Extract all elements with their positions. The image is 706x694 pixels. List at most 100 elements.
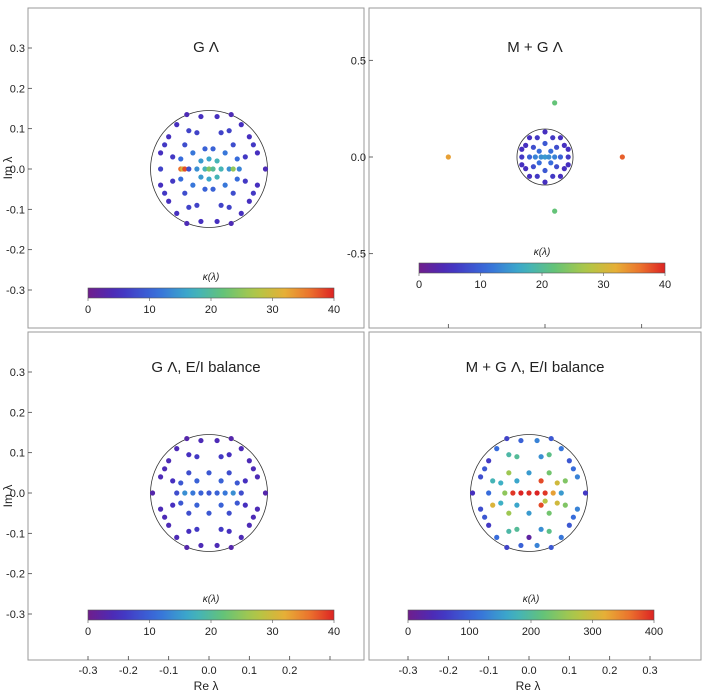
eigenvalue-point [194,478,200,484]
eigenvalue-point [558,446,564,452]
eigenvalue-point [534,135,540,141]
eigenvalue-point [198,490,204,496]
eigenvalue-point [162,466,168,472]
eigenvalue-point [202,186,208,192]
eigenvalue-point [184,220,190,227]
eigenvalue-point [214,542,220,549]
eigenvalue-point [218,130,224,136]
eigenvalue-point [570,514,576,520]
colorbar-tick-label: 20 [205,304,217,316]
eigenvalue-point [230,142,236,148]
x-tick-label: 0.1 [242,665,257,677]
eigenvalue-point [162,514,168,520]
eigenvalue-point [222,490,228,496]
eigenvalue-point [506,470,512,476]
eigenvalue-point [194,526,200,532]
eigenvalue-point [486,490,492,496]
eigenvalue-point [158,474,164,480]
eigenvalue-point [218,454,224,460]
eigenvalue-point [194,130,200,136]
colorbar-tick-label: 10 [143,626,155,638]
eigenvalue-point [519,162,525,168]
y-tick-label: 0.0 [10,488,25,500]
eigenvalue-point [506,452,512,458]
eigenvalue-point [238,210,244,216]
eigenvalue-point [565,162,571,168]
eigenvalue-point [478,474,484,480]
eigenvalue-point [504,435,510,442]
eigenvalue-point [546,154,552,160]
colorbar-tick-label: 300 [583,626,601,638]
eigenvalue-point [178,480,184,486]
eigenvalue-point [226,204,232,210]
x-tick-label: -0.2 [439,665,458,677]
eigenvalue-point [534,173,540,179]
eigenvalue-point [548,544,554,551]
eigenvalue-point [558,534,564,540]
x-tick-label: -0.1 [479,665,498,677]
eigenvalue-point [170,502,176,508]
eigenvalue-point [554,480,560,486]
eigenvalue-point [546,452,552,458]
x-tick-label: 0.2 [602,665,617,677]
y-tick-label: -0.3 [6,609,25,621]
eigenvalue-point [523,166,529,172]
x-tick-label: -0.3 [79,665,98,677]
eigenvalue-point [534,437,540,444]
y-tick-label: 0.1 [10,448,25,460]
eigenvalue-point [238,122,244,128]
eigenvalue-point [542,129,548,135]
eigenvalue-point [190,182,196,188]
eigenvalue-point [182,166,188,172]
eigenvalue-point [218,166,224,172]
eigenvalue-point [554,164,560,170]
eigenvalue-point [542,179,548,185]
eigenvalue-point [226,452,232,458]
eigenvalue-point [538,454,544,460]
eigenvalue-point [514,526,520,532]
eigenvalue-point [210,146,216,152]
eigenvalue-point [202,166,208,172]
eigenvalue-point [254,150,260,156]
eigenvalue-point [194,454,200,460]
eigenvalue-point [502,490,508,496]
eigenvalue-point [565,146,571,152]
eigenvalue-point [218,478,224,484]
eigenvalue-point [242,478,248,484]
y-tick-label: 0.3 [10,367,25,379]
eigenvalue-point [186,166,192,172]
panel-title: M + G Λ [507,39,562,56]
eigenvalue-point [174,534,180,540]
eigenvalue-point [498,480,504,486]
eigenvalue-point [186,128,192,134]
eigenvalue-point [242,154,248,160]
eigenvalue-point [558,490,564,496]
eigenvalue-point [519,154,525,160]
colorbar-tick-label: 0 [405,626,411,638]
x-tick-label: 0.0 [521,665,536,677]
colorbar-tick-label: 0 [85,626,91,638]
eigenvalue-point [184,435,190,442]
y-tick-label: 0.2 [10,83,25,95]
eigenvalue-point [214,490,220,496]
eigenvalue-point [166,522,172,528]
eigenvalue-point [190,490,196,496]
eigenvalue-point [218,202,224,208]
eigenvalue-point [226,528,232,534]
colorbar-tick-label: 30 [266,304,278,316]
eigenvalue-point [552,100,558,106]
eigenvalue-point [519,146,525,152]
eigenvalue-point [214,174,220,180]
eigenvalue-point [162,190,168,196]
colorbar-label: κ(λ) [523,594,540,605]
eigenvalue-point [518,437,524,444]
eigenvalue-point [538,154,544,160]
eigenvalue-point [230,166,236,172]
eigenvalue-point [530,144,537,150]
colorbar-tick-label: 30 [266,626,278,638]
eigenvalue-point [222,182,228,188]
eigenvalue-point [182,142,188,148]
eigenvalue-point [490,502,496,508]
eigenvalue-point [158,166,164,172]
